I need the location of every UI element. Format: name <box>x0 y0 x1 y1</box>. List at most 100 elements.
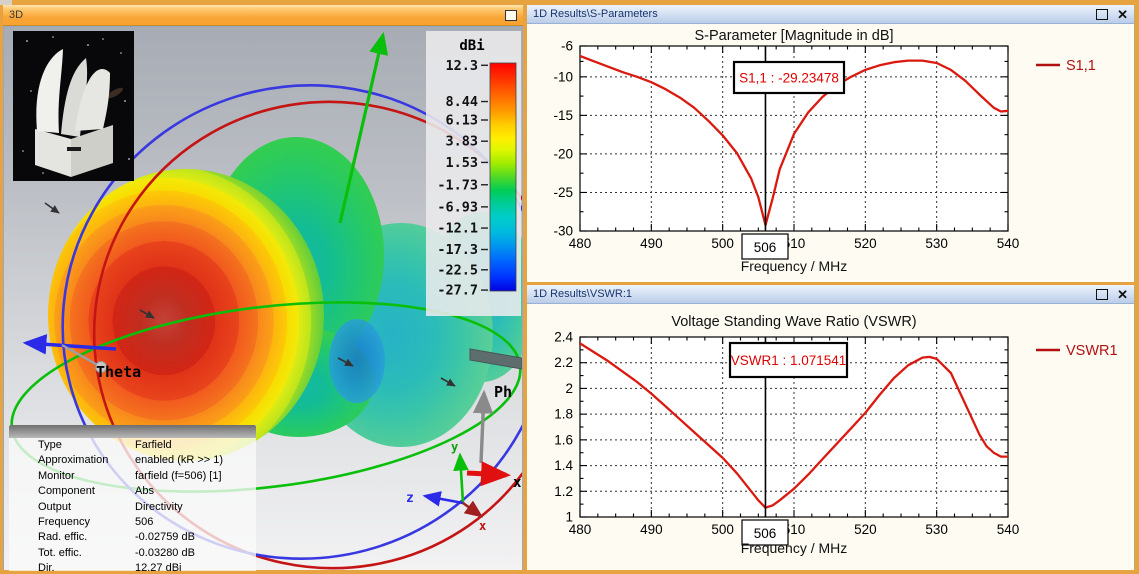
restore-icon[interactable] <box>505 9 517 21</box>
colorbar-label: 1.53 <box>445 155 478 171</box>
plot-border <box>579 45 1009 232</box>
y-triad-label: y <box>451 440 458 454</box>
svg-text:1: 1 <box>565 510 573 525</box>
window-3d-titlebar[interactable]: 3D <box>3 5 523 26</box>
window-3d-title: 3D <box>9 9 24 21</box>
colorbar-label: 6.13 <box>445 113 478 129</box>
marker-frequency-value: 506 <box>754 526 777 541</box>
maximize-icon[interactable] <box>1096 8 1109 20</box>
marker-value-text: VSWR1 : 1.071541 <box>731 353 847 368</box>
plot-border <box>579 336 1009 518</box>
svg-text:480: 480 <box>569 236 592 251</box>
marker-value-box[interactable] <box>732 60 846 95</box>
chart-title: S-Parameter [Magnitude in dB] <box>694 28 893 44</box>
origin-ball <box>95 361 107 373</box>
marker-value-box[interactable] <box>728 341 849 379</box>
sparameter-chart[interactable]: 480 490 500 510 520 530 540-6-10-15-20-25-3050… <box>527 24 1131 280</box>
svg-text:2: 2 <box>565 381 573 396</box>
x-axis-label: Frequency / MHz <box>741 258 848 274</box>
farfield-info-table: Type Farfield Approximation enabled (kR >> … <box>9 438 256 574</box>
info-label: Approximation <box>38 454 109 467</box>
marker-frequency-box[interactable] <box>741 519 789 546</box>
info-row: Type Farfield <box>9 438 256 453</box>
info-row: Frequency 506 <box>9 515 256 530</box>
legend: S1,1 <box>1036 58 1096 74</box>
info-label: Rad. effic. <box>38 531 88 544</box>
tick-labels: 480 490 500 510 520 530 5402.42.221.81.61.41.2… <box>554 330 1019 538</box>
info-value: enabled (kR >> 1) <box>135 454 224 467</box>
colorbar-label: 3.83 <box>445 134 478 150</box>
svg-text:1.6: 1.6 <box>554 432 573 447</box>
colorbar-label: 12.3 <box>445 58 478 74</box>
svg-text:480: 480 <box>569 522 592 537</box>
marker-frequency-box[interactable] <box>741 233 789 260</box>
colorbar-gradient <box>489 62 517 292</box>
svg-text:540: 540 <box>997 236 1020 251</box>
chart-title: Voltage Standing Wave Ratio (VSWR) <box>671 314 916 330</box>
colorbar: dBi 12.3 8.44 6.13 3.83 1.53 -1.73 -6.93 -12.1 -… <box>426 31 521 316</box>
info-value: Farfield <box>135 439 172 451</box>
close-icon[interactable]: ✕ <box>1117 6 1128 22</box>
colorbar-ticks: 12.3 8.44 6.13 3.83 1.53 -1.73 -6.93 -12.1 -17.3… <box>437 58 488 299</box>
window-vswr-title: 1D Results\VSWR:1 <box>533 288 633 300</box>
svg-text:-25: -25 <box>553 185 573 200</box>
info-row: Monitor farfield (f=506) [1] <box>9 469 256 484</box>
svg-text:2.4: 2.4 <box>554 330 573 345</box>
antenna-preview-image <box>13 31 134 181</box>
colorbar-label: -1.73 <box>437 177 478 193</box>
close-icon[interactable]: ✕ <box>1117 286 1128 302</box>
svg-text:2.2: 2.2 <box>554 355 573 370</box>
window-3d: 3D <box>3 5 570 574</box>
info-label: Monitor <box>38 469 75 482</box>
info-value: -0.03280 dB <box>135 546 195 559</box>
info-row: Component Abs <box>9 484 256 499</box>
window-vswr: 1D Results\VSWR:1 ✕ 480 490 500 510 520 530 54… <box>527 285 1135 570</box>
svg-text:520: 520 <box>854 522 877 537</box>
legend: VSWR1 <box>1036 343 1118 359</box>
svg-text:-20: -20 <box>553 146 573 161</box>
x-axis-label: Frequency / MHz <box>741 540 848 556</box>
curve-S11 <box>580 54 1008 227</box>
theta-label: Theta <box>96 363 141 381</box>
colorbar-label: -6.93 <box>437 199 478 215</box>
vswr-chart[interactable]: 480 490 500 510 520 530 5402.42.221.81.61.41.2… <box>527 304 1131 570</box>
coordinate-triad <box>422 452 484 518</box>
svg-text:1.2: 1.2 <box>554 484 573 499</box>
window-sparameters-titlebar[interactable]: 1D Results\S-Parameters ✕ <box>527 5 1134 24</box>
svg-text:500: 500 <box>711 522 734 537</box>
info-panel-grip[interactable] <box>9 425 256 438</box>
window-sparameters-title: 1D Results\S-Parameters <box>533 8 658 20</box>
marker-value-text: S1,1 : -29.23478 <box>739 71 839 86</box>
info-value: -0.02759 dB <box>135 531 195 544</box>
svg-text:490: 490 <box>640 236 663 251</box>
svg-text:500: 500 <box>711 236 734 251</box>
info-label: Component <box>38 485 95 498</box>
curve-VSWR1 <box>580 342 1008 509</box>
theta-axis-arrow <box>22 334 117 355</box>
svg-text:530: 530 <box>925 236 948 251</box>
window-sparameters: 1D Results\S-Parameters ✕ 480 490 500 510 52… <box>527 5 1135 282</box>
farfield-info-panel: Type Farfield Approximation enabled (kR >> … <box>9 425 256 574</box>
svg-text:1.4: 1.4 <box>554 458 573 473</box>
maximize-icon[interactable] <box>1096 288 1109 300</box>
info-row: Approximation enabled (kR >> 1) <box>9 453 256 468</box>
up-axis-arrow <box>338 31 389 224</box>
svg-text:-10: -10 <box>553 69 573 84</box>
colorbar-label: -22.5 <box>437 262 478 278</box>
info-row: Dir. 12.27 dBi <box>9 561 256 574</box>
svg-text:-6: -6 <box>561 39 573 54</box>
x-axis-arrow <box>466 461 511 487</box>
direction-tick-arrows <box>44 202 456 387</box>
info-value: 12.27 dBi <box>135 562 182 574</box>
info-value: farfield (f=506) [1] <box>135 469 222 482</box>
legend-label: S1,1 <box>1066 58 1096 74</box>
svg-text:490: 490 <box>640 522 663 537</box>
phi-label: Ph <box>494 383 512 401</box>
colorbar-label: 8.44 <box>445 94 478 110</box>
marker-frequency-value: 506 <box>754 240 777 255</box>
x-triad-label: x <box>479 519 486 533</box>
svg-text:540: 540 <box>997 522 1020 537</box>
info-label: Output <box>38 500 72 513</box>
window-vswr-titlebar[interactable]: 1D Results\VSWR:1 ✕ <box>527 285 1134 304</box>
